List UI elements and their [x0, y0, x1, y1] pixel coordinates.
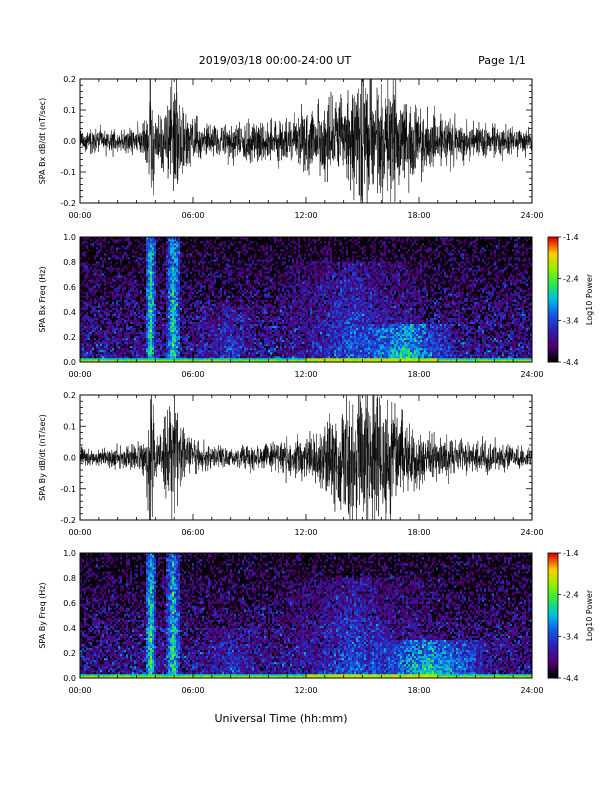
y-axis-label: SPA By dB/dt (nT/sec)	[38, 414, 47, 501]
y-tick-label: -0.2	[60, 516, 76, 525]
spectrogram-cells	[80, 553, 532, 678]
x-tick-label: 24:00	[520, 370, 543, 379]
x-tick-label: 06:00	[181, 370, 204, 379]
y-tick-label: -0.2	[60, 199, 76, 208]
x-tick-label: 06:00	[181, 211, 204, 220]
y-tick-label: 1.0	[63, 233, 76, 242]
y-tick-label: 0.4	[63, 308, 76, 317]
x-tick-label: 00:00	[68, 211, 91, 220]
y-tick-label: 0.6	[63, 599, 76, 608]
x-tick-label: 24:00	[520, 686, 543, 695]
x-tick-label: 18:00	[407, 528, 430, 537]
y-tick-label: 0.0	[63, 358, 76, 367]
colorbar-tick-label: -1.4	[563, 233, 579, 242]
colorbar-tick-label: -4.4	[563, 674, 579, 683]
bx-spectrogram-panel: 00:00 06:00 12:00 18:00 24:00 1.0 0.8 0.6 0.4 0.2…	[38, 233, 544, 379]
y-tick-label: 0.1	[63, 106, 76, 115]
colorbar-tick-label: -2.4	[563, 591, 579, 600]
y-tick-label: 0.0	[63, 454, 76, 463]
colorbar-label: Log10 Power	[585, 273, 594, 325]
x-tick-label: 12:00	[294, 211, 317, 220]
x-tick-label: 00:00	[68, 686, 91, 695]
x-tick-label: 06:00	[181, 686, 204, 695]
x-tick-label: 00:00	[68, 528, 91, 537]
y-axis-label: SPA By Freq (Hz)	[38, 582, 47, 648]
spectrogram-cells	[80, 237, 532, 362]
x-tick-label: 18:00	[407, 370, 430, 379]
y-tick-label: 0.2	[63, 75, 76, 84]
y-tick-label: 0.4	[63, 624, 76, 633]
bx-colorbar: -1.4 -2.4 -3.4 -4.4 Log10 Power	[548, 233, 594, 367]
y-tick-label: 0.2	[63, 649, 76, 658]
y-tick-label: 0.2	[63, 333, 76, 342]
y-tick-label: 0.2	[63, 391, 76, 400]
y-tick-label: 0.0	[63, 137, 76, 146]
y-axis-label: SPA Bx dB/dt (nT/sec)	[38, 98, 47, 185]
y-tick-label: 0.1	[63, 422, 76, 431]
y-tick-label: -0.1	[60, 168, 76, 177]
x-tick-label: 24:00	[520, 211, 543, 220]
bx-waveform-panel: 00:00 06:00 12:00 18:00 24:00 0.2 0.1 0.0 -0.1 -0…	[38, 63, 544, 220]
x-tick-label: 00:00	[68, 370, 91, 379]
x-tick-label: 12:00	[294, 686, 317, 695]
y-tick-label: 0.6	[63, 283, 76, 292]
x-axis-label: Universal Time (hh:mm)	[215, 712, 348, 725]
waveform-series	[80, 63, 532, 220]
x-tick-label: 12:00	[294, 528, 317, 537]
colorbar-tick-label: -3.4	[563, 316, 579, 325]
colorbar-tick-label: -4.4	[563, 358, 579, 367]
x-tick-label: 24:00	[520, 528, 543, 537]
colorbar-tick-label: -3.4	[563, 632, 579, 641]
by-waveform-panel: 00:00 06:00 12:00 18:00 24:00 0.2 0.1 0.0 -0.1 -0…	[38, 371, 544, 551]
x-tick-label: 12:00	[294, 370, 317, 379]
y-tick-label: 0.8	[63, 574, 76, 583]
x-tick-label: 18:00	[407, 211, 430, 220]
colorbar-tick-label: -1.4	[563, 549, 579, 558]
y-tick-label: 1.0	[63, 549, 76, 558]
page-title: 2019/03/18 00:00-24:00 UT	[199, 54, 352, 67]
x-tick-label: 06:00	[181, 528, 204, 537]
y-tick-label: 0.0	[63, 674, 76, 683]
colorbar-label: Log10 Power	[585, 589, 594, 641]
colorbar-tick-label: -2.4	[563, 275, 579, 284]
x-tick-label: 18:00	[407, 686, 430, 695]
y-tick-label: -0.1	[60, 485, 76, 494]
by-colorbar: -1.4 -2.4 -3.4 -4.4 Log10 Power	[548, 549, 594, 683]
page-number: Page 1/1	[478, 54, 526, 67]
y-tick-label: 0.8	[63, 258, 76, 267]
y-axis-label: SPA Bx Freq (Hz)	[38, 266, 47, 332]
by-spectrogram-panel: 00:00 06:00 12:00 18:00 24:00 1.0 0.8 0.6 0.4 0.2…	[38, 549, 544, 695]
